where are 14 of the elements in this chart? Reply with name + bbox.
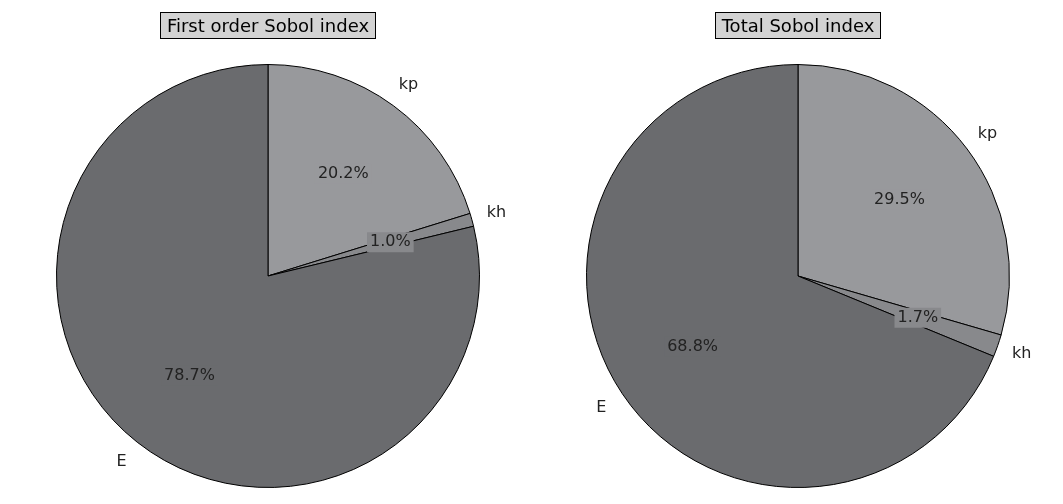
data-label: 78.7% [164, 364, 215, 384]
data-label: 20.2% [317, 163, 369, 183]
chart-title: First order Sobol index [159, 12, 377, 39]
chart-title: Total Sobol index [714, 12, 882, 39]
data-label: 1.7% [897, 307, 939, 327]
data-label: 29.5% [874, 188, 925, 208]
data-label: 68.8% [667, 335, 719, 355]
slice-label: kp [977, 122, 998, 142]
slice-label: kh [486, 202, 507, 222]
data-label: 1.0% [370, 231, 411, 251]
slice-label: kp [398, 74, 419, 94]
slice-label: E [596, 397, 607, 417]
slice-label: E [116, 451, 127, 471]
slice-label: kh [1011, 343, 1032, 363]
